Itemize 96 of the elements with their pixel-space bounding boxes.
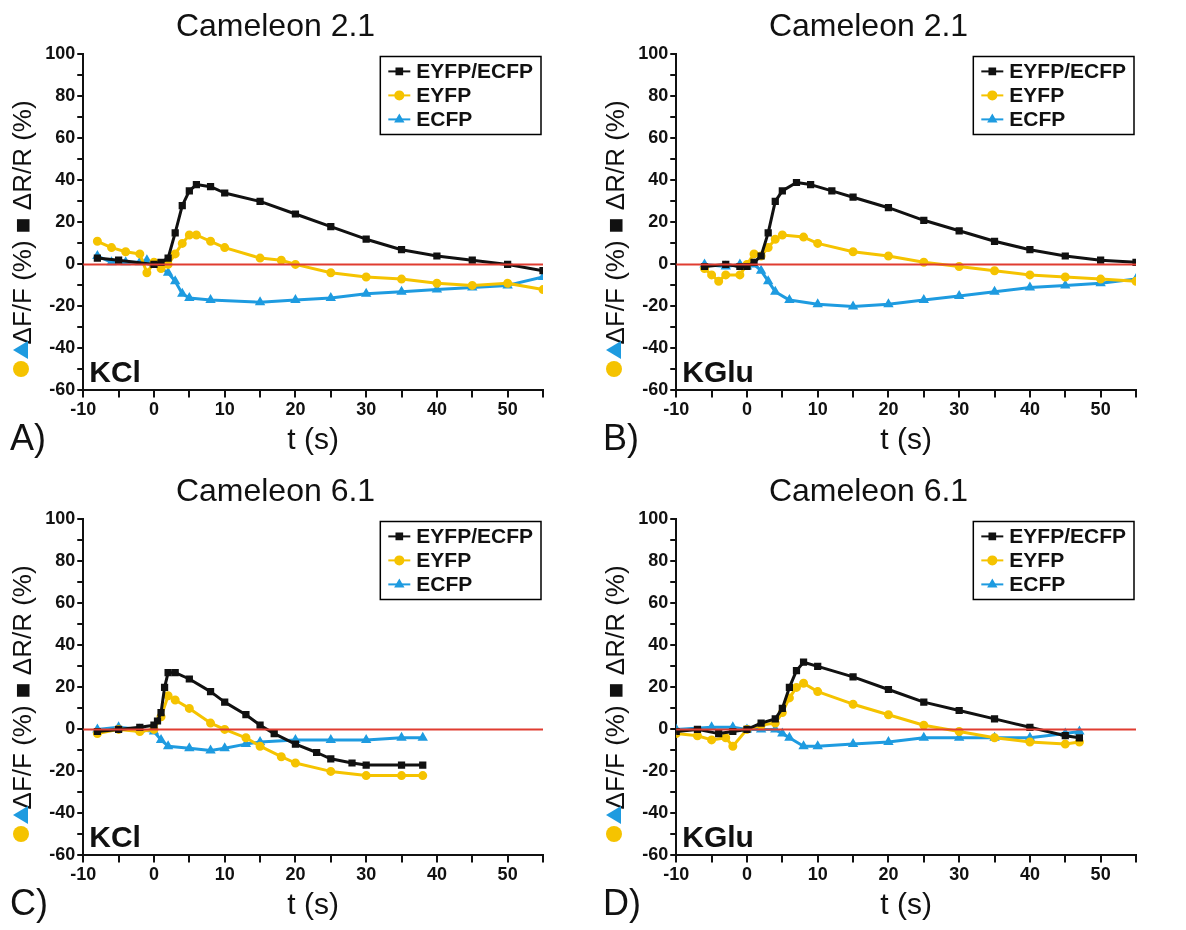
annotation: KGlu [682, 355, 754, 389]
chart-title: Cameleon 2.1 [175, 7, 376, 44]
y-tick-label: 40 [55, 169, 76, 190]
legend-label: EYFP/ECFP [1009, 524, 1127, 548]
x-tick-label: 30 [949, 864, 970, 885]
y-tick-label: 80 [648, 85, 669, 106]
legend-label: EYFP/ECFP [416, 524, 534, 548]
y-axis-title: ΔF/F (%) ■ ΔR/R (%) [599, 100, 630, 345]
x-tick-label: 20 [285, 864, 306, 885]
legend-label: EYFP [1009, 548, 1065, 572]
x-tick-label: 10 [214, 399, 235, 420]
y-axis-title: ΔF/F (%) ■ ΔR/R (%) [6, 565, 37, 810]
x-tick-label: -10 [663, 864, 690, 885]
legend-label: EYFP [416, 83, 472, 107]
legend-label: EYFP [416, 548, 472, 572]
x-axis-title: t (s) [287, 887, 339, 921]
y-tick-label: -40 [49, 802, 76, 823]
y-tick-label: -40 [642, 337, 669, 358]
text: A) [10, 417, 46, 458]
annotation: KGlu [682, 820, 754, 854]
x-axis-title: t (s) [880, 887, 932, 921]
y-tick-label: 60 [55, 592, 76, 613]
y-tick-label: -20 [49, 295, 76, 316]
x-tick-label: 30 [356, 399, 377, 420]
legend-label: EYFP/ECFP [416, 59, 534, 83]
annotation: KCl [89, 820, 141, 854]
y-tick-label: 0 [65, 253, 76, 274]
x-tick-label: 0 [148, 399, 159, 420]
legend-label: ECFP [416, 107, 473, 131]
y-tick-label: -60 [642, 379, 669, 400]
y-tick-label: 20 [55, 676, 76, 697]
y-tick-label: -40 [642, 802, 669, 823]
x-tick-label: 20 [285, 399, 306, 420]
x-tick-label: 0 [148, 864, 159, 885]
x-tick-label: 20 [878, 399, 899, 420]
text: C) [10, 882, 48, 923]
legend-label: ECFP [1009, 572, 1066, 596]
x-tick-label: 40 [1019, 864, 1040, 885]
x-tick-label: 40 [426, 399, 447, 420]
x-tick-label: 40 [426, 864, 447, 885]
text: B) [603, 417, 639, 458]
y-tick-label: 80 [55, 550, 76, 571]
chart-title: Cameleon 6.1 [175, 472, 376, 509]
y-tick-label: -60 [49, 379, 76, 400]
chart-title: Cameleon 2.1 [768, 7, 969, 44]
legend-label: EYFP [1009, 83, 1065, 107]
y-tick-label: 100 [638, 508, 669, 529]
y-axis-title: ΔF/F (%) ■ ΔR/R (%) [6, 100, 37, 345]
x-tick-label: 50 [1090, 864, 1111, 885]
y-tick-label: 0 [65, 718, 76, 739]
x-tick-label: 50 [497, 864, 518, 885]
y-tick-label: 60 [648, 127, 669, 148]
y-tick-label: 40 [648, 169, 669, 190]
x-tick-label: 50 [497, 399, 518, 420]
x-tick-label: -10 [70, 864, 97, 885]
x-tick-label: 30 [356, 864, 377, 885]
legend-label: EYFP/ECFP [1009, 59, 1127, 83]
y-tick-label: -20 [49, 760, 76, 781]
legend-label: ECFP [416, 572, 473, 596]
y-tick-label: 60 [55, 127, 76, 148]
y-tick-label: 100 [45, 508, 76, 529]
y-tick-label: 20 [648, 676, 669, 697]
legend-label: ECFP [1009, 107, 1066, 131]
y-tick-label: 60 [648, 592, 669, 613]
y-tick-label: 40 [648, 634, 669, 655]
y-tick-label: -60 [642, 844, 669, 865]
x-tick-label: -10 [663, 399, 690, 420]
x-tick-label: 0 [741, 399, 752, 420]
x-tick-label: 50 [1090, 399, 1111, 420]
x-tick-label: 0 [741, 864, 752, 885]
y-tick-label: 0 [658, 253, 669, 274]
chart-title: Cameleon 6.1 [768, 472, 969, 509]
y-tick-label: 80 [648, 550, 669, 571]
y-axis-title: ΔF/F (%) ■ ΔR/R (%) [599, 565, 630, 810]
y-tick-label: 100 [638, 43, 669, 64]
x-tick-label: 20 [878, 864, 899, 885]
x-tick-label: -10 [70, 399, 97, 420]
y-tick-label: 80 [55, 85, 76, 106]
y-tick-label: -20 [642, 760, 669, 781]
y-tick-label: 20 [55, 211, 76, 232]
x-tick-label: 30 [949, 399, 970, 420]
y-tick-label: -60 [49, 844, 76, 865]
x-axis-title: t (s) [880, 422, 932, 456]
x-tick-label: 10 [807, 864, 828, 885]
x-tick-label: 10 [807, 399, 828, 420]
y-tick-label: 40 [55, 634, 76, 655]
y-tick-label: 0 [658, 718, 669, 739]
y-tick-label: -40 [49, 337, 76, 358]
x-tick-label: 40 [1019, 399, 1040, 420]
x-tick-label: 10 [214, 864, 235, 885]
y-tick-label: 100 [45, 43, 76, 64]
text: D) [603, 882, 641, 923]
y-tick-label: -20 [642, 295, 669, 316]
annotation: KCl [89, 355, 141, 389]
y-tick-label: 20 [648, 211, 669, 232]
x-axis-title: t (s) [287, 422, 339, 456]
